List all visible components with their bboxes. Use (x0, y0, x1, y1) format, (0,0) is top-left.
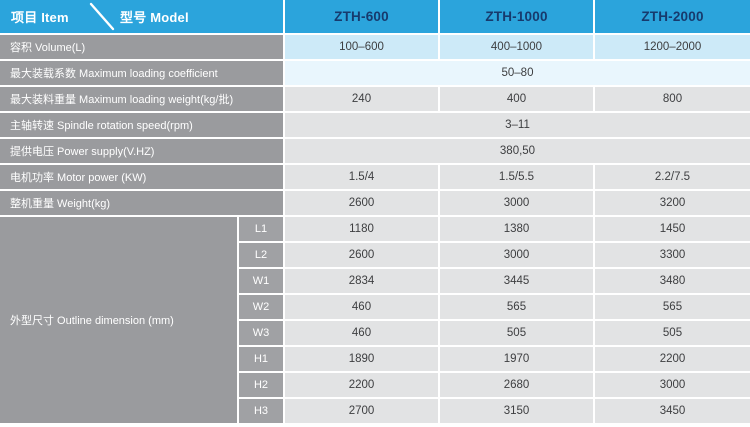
value-cell-merged: 380,50 (285, 139, 750, 163)
value-cell: 3000 (440, 191, 593, 215)
model-column-header-zth1000: ZTH-1000 (440, 0, 593, 33)
value-cell: 2600 (285, 191, 438, 215)
value-cell-merged: 3–11 (285, 113, 750, 137)
dimension-sub-label-l2: L2 (239, 243, 283, 267)
diagonal-separator-icon (89, 2, 115, 31)
row-label-motor-power: 电机功率 Motor power (KW) (0, 165, 283, 189)
value-cell-merged: 50–80 (285, 61, 750, 85)
value-cell: 1380 (440, 217, 593, 241)
dimension-sub-label-w1: W1 (239, 269, 283, 293)
row-label-power-supply: 提供电压 Power supply(V.HZ) (0, 139, 283, 163)
value-cell: 3300 (595, 243, 750, 267)
value-cell: 3445 (440, 269, 593, 293)
dimension-sub-label-h3: H3 (239, 399, 283, 423)
value-cell: 3000 (595, 373, 750, 397)
value-cell: 3150 (440, 399, 593, 423)
value-cell: 1.5/5.5 (440, 165, 593, 189)
value-cell: 400–1000 (440, 35, 593, 59)
value-cell: 3200 (595, 191, 750, 215)
value-cell: 400 (440, 87, 593, 111)
header-model-label: 型号 Model (120, 10, 189, 25)
row-label-weight: 整机重量 Weight(kg) (0, 191, 283, 215)
value-cell: 2700 (285, 399, 438, 423)
value-cell: 505 (440, 321, 593, 345)
value-cell: 800 (595, 87, 750, 111)
value-cell: 2200 (285, 373, 438, 397)
value-cell: 240 (285, 87, 438, 111)
value-cell: 460 (285, 321, 438, 345)
value-cell: 2200 (595, 347, 750, 371)
value-cell: 100–600 (285, 35, 438, 59)
value-cell: 1180 (285, 217, 438, 241)
value-cell: 3480 (595, 269, 750, 293)
header-item-label: 项目 Item (11, 10, 69, 25)
value-cell: 1200–2000 (595, 35, 750, 59)
value-cell: 1970 (440, 347, 593, 371)
row-label-loading-coefficient: 最大装载系数 Maximum loading coefficient (0, 61, 283, 85)
value-cell: 3000 (440, 243, 593, 267)
value-cell: 1450 (595, 217, 750, 241)
value-cell: 2600 (285, 243, 438, 267)
row-label-spindle-speed: 主轴转速 Spindle rotation speed(rpm) (0, 113, 283, 137)
value-cell: 565 (440, 295, 593, 319)
value-cell: 460 (285, 295, 438, 319)
dimension-sub-label-l1: L1 (239, 217, 283, 241)
dimension-sub-label-h1: H1 (239, 347, 283, 371)
row-label-loading-weight: 最大装料重量 Maximum loading weight(kg/批) (0, 87, 283, 111)
dimension-sub-label-w3: W3 (239, 321, 283, 345)
header-item-model-cell: 项目 Item 型号 Model (0, 0, 283, 33)
value-cell: 505 (595, 321, 750, 345)
row-label-volume: 容积 Volume(L) (0, 35, 283, 59)
value-cell: 1890 (285, 347, 438, 371)
value-cell: 1.5/4 (285, 165, 438, 189)
row-label-outline-dimension: 外型尺寸 Outline dimension (mm) (0, 217, 237, 423)
value-cell: 565 (595, 295, 750, 319)
dimension-sub-label-w2: W2 (239, 295, 283, 319)
value-cell: 3450 (595, 399, 750, 423)
value-cell: 2834 (285, 269, 438, 293)
dimension-sub-label-h2: H2 (239, 373, 283, 397)
value-cell: 2680 (440, 373, 593, 397)
model-column-header-zth2000: ZTH-2000 (595, 0, 750, 33)
value-cell: 2.2/7.5 (595, 165, 750, 189)
model-column-header-zth600: ZTH-600 (285, 0, 438, 33)
